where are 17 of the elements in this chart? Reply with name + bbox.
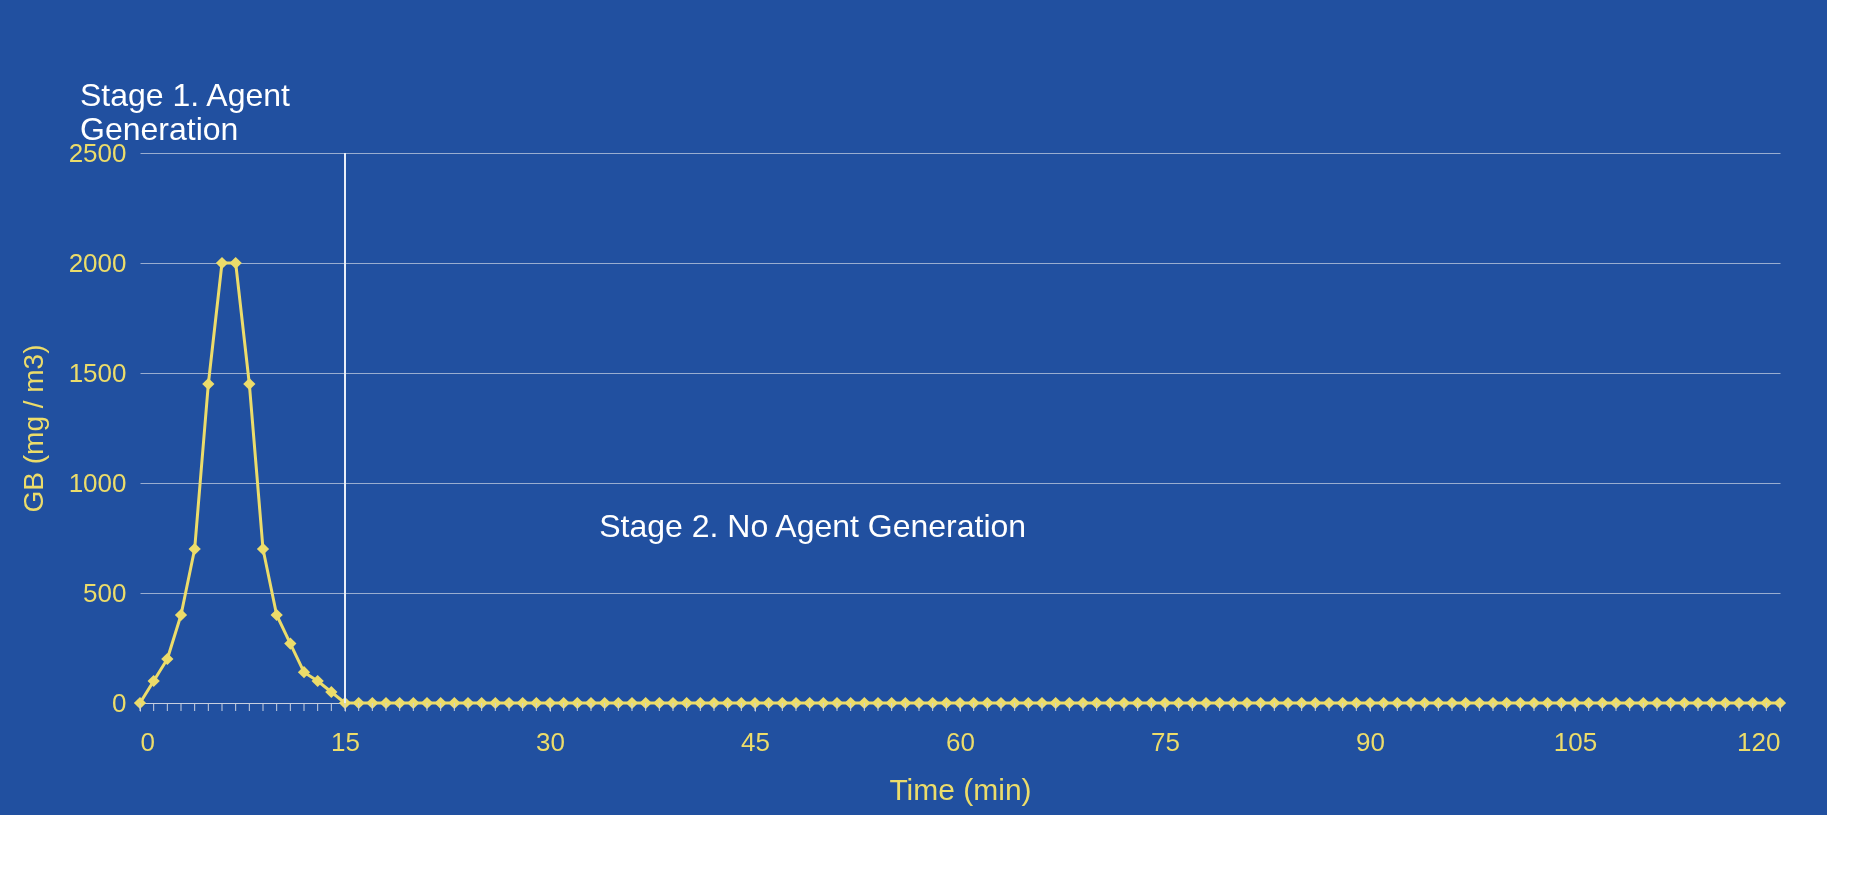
x-tick-label: 105: [1553, 726, 1598, 757]
x-tick-label: 0: [140, 726, 155, 757]
y-tick-label: 1000: [68, 467, 127, 498]
x-tick-label: 90: [1356, 726, 1385, 757]
annotation: Stage 2. No Agent Generation: [599, 508, 1027, 544]
y-tick-label: 2000: [68, 247, 127, 278]
y-tick-label: 0: [112, 687, 127, 718]
y-tick-label: 500: [83, 577, 127, 608]
x-tick-label: 45: [741, 726, 770, 757]
x-tick-label: 30: [536, 726, 565, 757]
y-tick-label: 1500: [68, 357, 127, 388]
x-tick-label: 120: [1737, 726, 1781, 757]
y-axis-title: GB (mg / m3): [17, 344, 49, 513]
x-axis-title: Time (min): [889, 772, 1032, 806]
x-tick-label: 15: [331, 726, 360, 757]
x-tick-label: 60: [946, 726, 975, 757]
x-tick-label: 75: [1151, 726, 1180, 757]
